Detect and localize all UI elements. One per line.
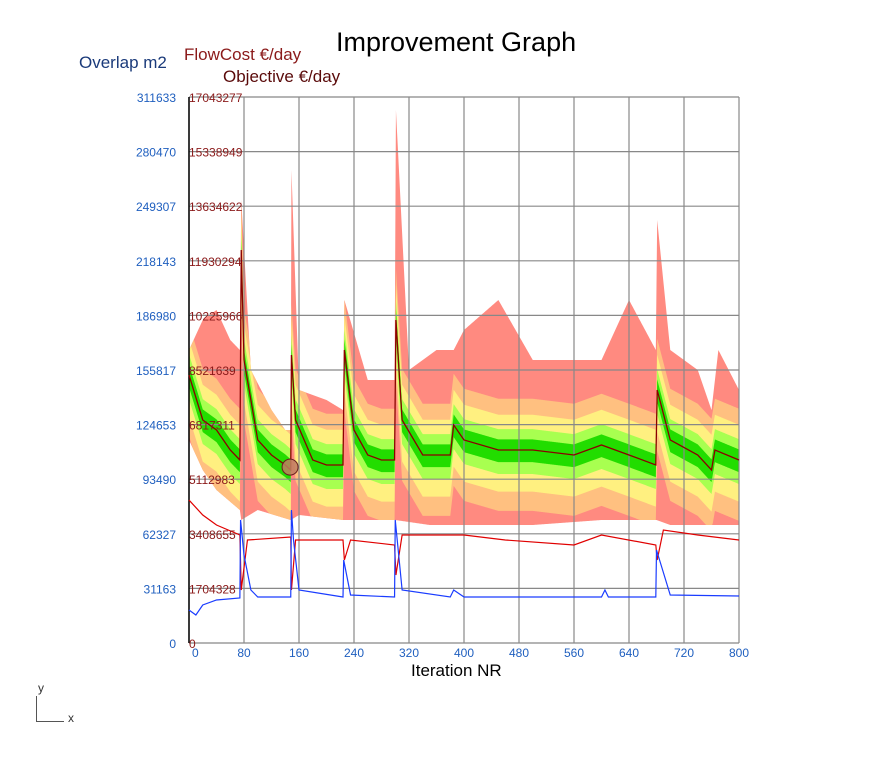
best-solution-marker [281, 458, 299, 476]
x-tick-label: 320 [399, 646, 419, 660]
flowcost-tick-label: 0 [189, 637, 196, 651]
overlap-tick-label: 93490 [143, 473, 177, 487]
flowcost-tick-label: 10225966 [189, 309, 243, 323]
x-tick-label: 0 [192, 646, 199, 660]
flowcost-tick-label: 1704328 [189, 582, 236, 596]
flowcost-tick-label: 8521639 [189, 364, 236, 378]
x-tick-label: 720 [674, 646, 694, 660]
overlap-tick-label: 280470 [136, 146, 176, 160]
x-tick-label: 800 [729, 646, 749, 660]
flowcost-tick-label: 17043277 [189, 91, 243, 105]
flowcost-tick-label: 15338949 [189, 146, 243, 160]
flowcost-tick-label: 11930294 [189, 255, 242, 269]
x-tick-label: 80 [237, 646, 251, 660]
overlap-tick-label: 311633 [137, 91, 176, 105]
x-tick-label: 240 [344, 646, 364, 660]
x-tick-label: 480 [509, 646, 529, 660]
x-tick-label: 160 [289, 646, 309, 660]
gizmo-y-label: y [38, 681, 44, 695]
gizmo-y-axis [36, 696, 37, 722]
objective-axis-label: Objective €/day [223, 67, 341, 86]
overlap-tick-label: 155817 [136, 364, 176, 378]
overlap-tick-label: 31163 [144, 582, 177, 596]
flowcost-tick-label: 5112983 [189, 473, 235, 487]
objective-line [188, 249, 740, 472]
x-tick-label: 400 [454, 646, 474, 660]
overlap-tick-label: 62327 [143, 528, 177, 542]
flowcost-tick-label: 13634622 [189, 200, 243, 214]
overlap-tick-label: 218143 [136, 255, 176, 269]
flowcost-line [188, 499, 740, 591]
overlap-tick-label: 186980 [136, 309, 176, 323]
x-tick-label: 560 [564, 646, 584, 660]
overlap-line [188, 509, 740, 616]
chart-title: Improvement Graph [336, 27, 577, 57]
x-tick-label: 640 [619, 646, 639, 660]
flowcost-tick-label: 3408655 [189, 528, 236, 542]
gizmo-x-label: x [68, 711, 74, 725]
gizmo-x-axis [36, 721, 64, 722]
objective-lightgreen-band [189, 229, 739, 495]
overlap-tick-label: 249307 [136, 200, 176, 214]
flowcost-axis-label: FlowCost €/day [184, 45, 302, 64]
overlap-axis-label: Overlap m2 [79, 53, 167, 72]
x-axis-label: Iteration NR [411, 661, 502, 680]
overlap-tick-label: 0 [169, 637, 176, 651]
flowcost-tick-label: 6817311 [189, 419, 235, 433]
overlap-tick-label: 124653 [136, 419, 176, 433]
